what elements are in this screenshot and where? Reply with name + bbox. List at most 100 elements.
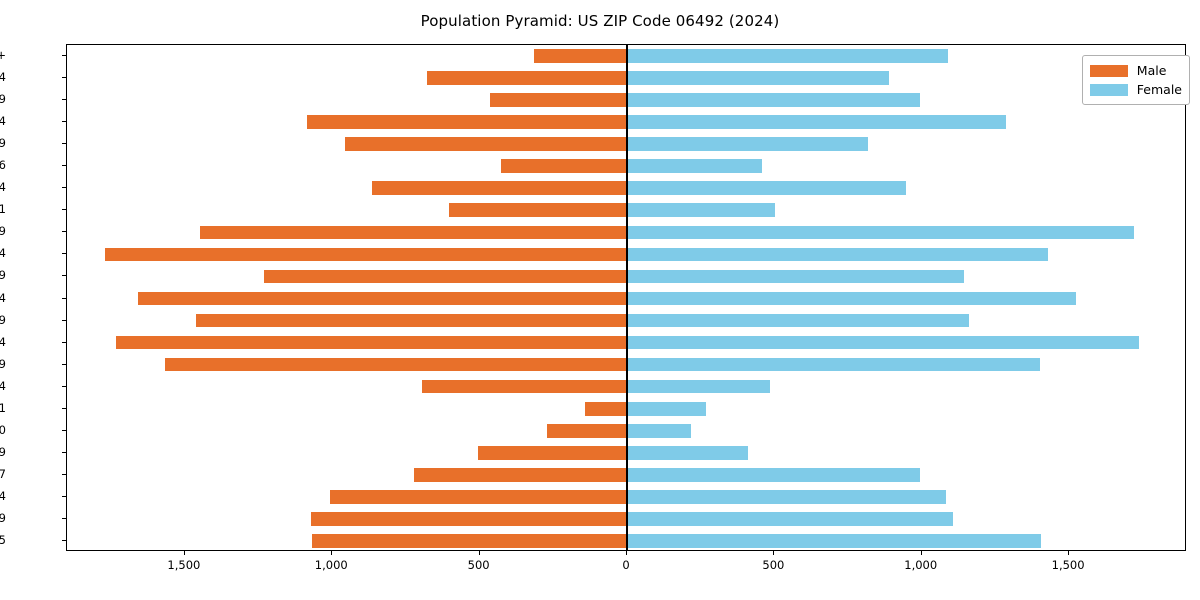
bar-male-65-66 <box>500 159 627 174</box>
x-tick-mark <box>626 551 627 555</box>
y-tick-mark <box>62 165 66 167</box>
bar-female-62-64 <box>627 181 906 196</box>
plot-area <box>66 44 1186 551</box>
bar-female-40-44 <box>627 291 1077 306</box>
y-tick-label-21: 21 <box>0 400 6 415</box>
bar-male-85- <box>534 49 627 63</box>
legend-item-female[interactable]: Female <box>1089 80 1182 99</box>
bar-male-10-14 <box>330 490 627 504</box>
pyramid-row <box>67 423 1185 438</box>
y-tick-mark <box>62 209 66 211</box>
bar-male-40-44 <box>138 291 627 306</box>
y-tick-label-65-66: 65-66 <box>0 158 6 173</box>
bar-male-50-54 <box>104 247 627 262</box>
y-tick-label-10-14: 10-14 <box>0 488 6 503</box>
y-tick-mark <box>62 55 66 57</box>
bar-male-35-39 <box>196 313 627 328</box>
legend-swatch-female-icon <box>1089 83 1128 96</box>
x-tick-label: 500 <box>762 558 785 572</box>
pyramid-row <box>67 269 1185 284</box>
bar-male-70-74 <box>306 115 627 129</box>
bar-male-62-64 <box>371 181 627 196</box>
y-tick-mark <box>62 429 66 431</box>
pyramid-row <box>67 313 1185 328</box>
pyramid-row <box>67 159 1185 174</box>
y-tick-mark <box>62 495 66 497</box>
bar-male-80-84 <box>426 71 627 85</box>
pyramid-row <box>67 490 1185 504</box>
y-tick-mark <box>62 363 66 365</box>
pyramid-row <box>67 247 1185 262</box>
bar-female-60-61 <box>627 203 776 218</box>
x-tick-label: 1,500 <box>1051 558 1085 572</box>
x-tick-label: 500 <box>467 558 490 572</box>
y-tick-label-25-29: 25-29 <box>0 356 6 371</box>
pyramid-row <box>67 93 1185 107</box>
chart-title: Population Pyramid: US ZIP Code 06492 (2… <box>420 12 780 30</box>
y-tick-mark <box>62 187 66 189</box>
legend-item-male[interactable]: Male <box>1089 61 1182 80</box>
bar-male-55-59 <box>200 225 627 240</box>
y-tick-mark <box>62 407 66 409</box>
bar-female-15-17 <box>627 468 920 482</box>
pyramid-row <box>67 445 1185 460</box>
y-tick-label-70-74: 70-74 <box>0 114 6 129</box>
bar-male-20 <box>546 423 627 438</box>
y-tick-label-35-39: 35-39 <box>0 312 6 327</box>
pyramid-row <box>67 49 1185 63</box>
y-tick-mark <box>62 297 66 299</box>
bar-male-5-9 <box>311 512 627 526</box>
pyramid-row <box>67 181 1185 196</box>
bar-male-45-49 <box>264 269 627 284</box>
y-tick-label-85-: 85+ <box>0 48 6 63</box>
x-tick-label: 1,000 <box>314 558 348 572</box>
bar-male-30-34 <box>115 335 627 350</box>
pyramid-row <box>67 512 1185 526</box>
y-tick-mark <box>62 121 66 123</box>
bar-female-67-69 <box>627 137 868 152</box>
y-tick-label-18-19: 18-19 <box>0 444 6 459</box>
x-tick-mark <box>773 551 775 555</box>
bar-female-10-14 <box>627 490 947 504</box>
pyramid-row <box>67 291 1185 306</box>
bar-male-22-24 <box>421 379 627 394</box>
y-tick-mark <box>62 539 66 541</box>
pyramid-row <box>67 115 1185 129</box>
y-tick-mark <box>62 231 66 233</box>
y-tick-label-75-79: 75-79 <box>0 92 6 107</box>
bar-male-67-69 <box>344 137 627 152</box>
bar-male-15-17 <box>413 468 627 482</box>
bar-female-18-19 <box>627 445 748 460</box>
pyramid-row <box>67 203 1185 218</box>
y-tick-mark <box>62 473 66 475</box>
x-tick-mark <box>478 551 480 555</box>
y-tick-label-55-59: 55-59 <box>0 224 6 239</box>
legend-swatch-male-icon <box>1089 64 1128 77</box>
legend-label: Female <box>1136 82 1182 97</box>
bar-female-20 <box>627 423 691 438</box>
bar-female-under-5 <box>627 534 1041 548</box>
x-tick-label: 0 <box>622 558 630 572</box>
y-tick-label-62-64: 62-64 <box>0 180 6 195</box>
pyramid-row <box>67 379 1185 394</box>
bar-female-5-9 <box>627 512 954 526</box>
bar-female-30-34 <box>627 335 1140 350</box>
bar-male-25-29 <box>165 357 627 372</box>
y-tick-mark <box>62 99 66 101</box>
pyramid-row <box>67 137 1185 152</box>
y-tick-mark <box>62 77 66 79</box>
pyramid-row <box>67 401 1185 416</box>
y-tick-mark <box>62 253 66 255</box>
bar-female-22-24 <box>627 379 771 394</box>
bar-male-18-19 <box>477 445 627 460</box>
pyramid-row <box>67 468 1185 482</box>
bar-female-21 <box>627 401 707 416</box>
y-tick-label-45-49: 45-49 <box>0 268 6 283</box>
bar-female-65-66 <box>627 159 763 174</box>
bar-female-55-59 <box>627 225 1135 240</box>
y-tick-label-80-84: 80-84 <box>0 70 6 85</box>
x-tick-mark <box>331 551 333 555</box>
y-tick-mark <box>62 275 66 277</box>
y-tick-label-67-69: 67-69 <box>0 136 6 151</box>
